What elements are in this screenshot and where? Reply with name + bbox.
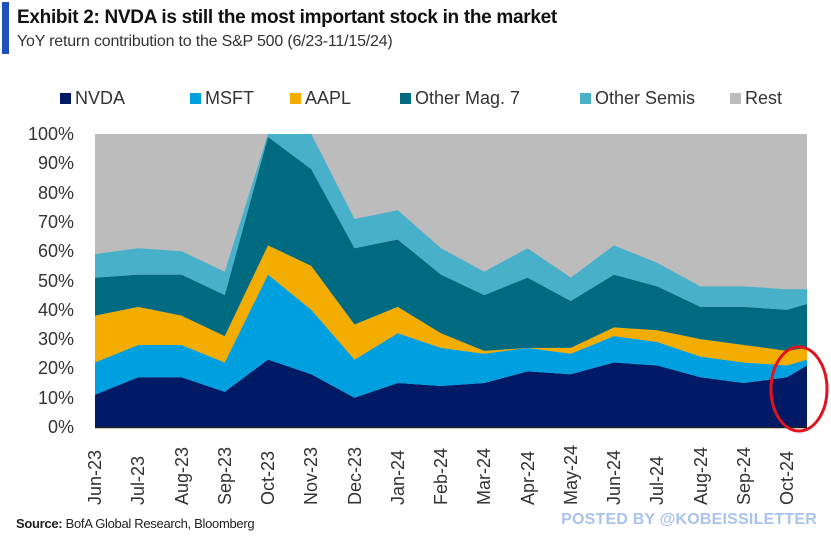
y-tick-label: 20% bbox=[37, 358, 74, 379]
legend-swatch bbox=[290, 93, 301, 104]
highlight-circle bbox=[769, 345, 829, 433]
source-label: Source: bbox=[16, 516, 63, 531]
source-note: Source: BofA Global Research, Bloomberg bbox=[16, 516, 255, 531]
x-tick-label: Oct-23 bbox=[258, 450, 278, 505]
legend-swatch bbox=[580, 93, 591, 104]
legend-swatch bbox=[730, 93, 741, 104]
x-tick-label: Apr-24 bbox=[517, 450, 538, 505]
area-nvda bbox=[95, 359, 807, 427]
x-tick-label: Nov-23 bbox=[301, 446, 322, 505]
y-tick-label: 60% bbox=[37, 241, 74, 262]
x-tick-label: Mar-24 bbox=[474, 447, 495, 505]
y-tick-label: 30% bbox=[37, 329, 74, 350]
area-aapl bbox=[95, 245, 807, 366]
x-tick-label: Aug-23 bbox=[171, 446, 192, 505]
y-tick-label: 100% bbox=[27, 124, 74, 144]
legend-label: MSFT bbox=[205, 88, 254, 108]
legend-swatch bbox=[190, 93, 201, 104]
legend-item: NVDA bbox=[60, 88, 125, 109]
legend-item: AAPL bbox=[290, 88, 351, 109]
y-tick-label: 40% bbox=[37, 299, 74, 320]
y-tick-label: 50% bbox=[37, 270, 74, 291]
chart-subtitle: YoY return contribution to the S&P 500 (… bbox=[17, 33, 393, 50]
x-tick-label: Jun-24 bbox=[604, 449, 624, 505]
area-msft bbox=[95, 274, 807, 398]
legend-label: Other Mag. 7 bbox=[415, 88, 521, 108]
legend-label: Rest bbox=[745, 88, 783, 108]
y-tick-label: 0% bbox=[47, 417, 74, 437]
x-tick-label: Jul-23 bbox=[128, 455, 149, 505]
y-tick-label: 80% bbox=[37, 182, 74, 203]
y-tick-label: 70% bbox=[37, 211, 74, 232]
legend-item: Other Semis bbox=[580, 88, 695, 109]
chart-title: Exhibit 2: NVDA is still the most import… bbox=[17, 7, 557, 28]
title-accent-bar bbox=[2, 2, 9, 54]
y-tick-label: 90% bbox=[37, 153, 74, 174]
legend-label: NVDA bbox=[75, 88, 126, 108]
legend-swatch bbox=[60, 93, 71, 104]
x-tick-label: Sep-24 bbox=[733, 446, 754, 505]
legend-item: MSFT bbox=[190, 88, 254, 109]
x-tick-label: Sep-23 bbox=[214, 446, 235, 505]
x-tick-label: Jul-24 bbox=[647, 455, 668, 505]
legend-label: Other Semis bbox=[595, 88, 696, 108]
watermark: POSTED BY @KOBEISSILETTER bbox=[561, 511, 817, 528]
x-tick-label: Oct-24 bbox=[777, 450, 797, 505]
x-tick-label: May-24 bbox=[560, 444, 581, 505]
legend-item: Rest bbox=[730, 88, 782, 109]
x-tick-label: Dec-23 bbox=[344, 446, 365, 505]
y-tick-label: 10% bbox=[37, 387, 74, 408]
source-text: BofA Global Research, Bloomberg bbox=[62, 516, 255, 531]
x-tick-label: Feb-24 bbox=[431, 447, 451, 505]
legend-swatch bbox=[400, 93, 411, 104]
x-tick-label: Aug-24 bbox=[690, 446, 711, 505]
legend-label: AAPL bbox=[305, 88, 352, 108]
legend-item: Other Mag. 7 bbox=[400, 88, 520, 109]
x-tick-label: Jun-23 bbox=[85, 449, 105, 505]
area-other-mag-7 bbox=[95, 136, 807, 351]
area-other-semis bbox=[95, 134, 807, 310]
x-tick-label: Jan-24 bbox=[387, 449, 408, 505]
